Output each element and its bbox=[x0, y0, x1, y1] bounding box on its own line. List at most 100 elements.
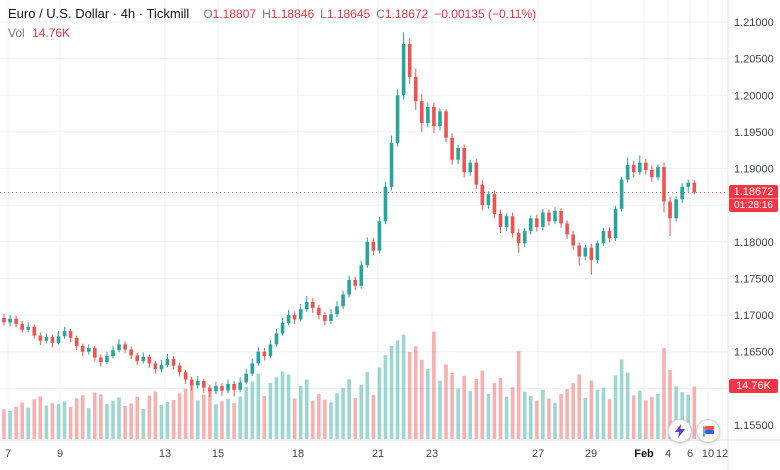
time-tick-label[interactable]: 29 bbox=[585, 448, 597, 460]
candle-body bbox=[165, 359, 170, 365]
candle-body bbox=[202, 381, 206, 388]
legend-row-symbol[interactable]: Euro / U.S. Dollar · 4h · Tickmill O1.188… bbox=[8, 5, 536, 23]
volume-bar bbox=[504, 396, 509, 439]
candle-body bbox=[262, 351, 267, 357]
time-tick-label[interactable]: 18 bbox=[292, 448, 304, 460]
volume-bar bbox=[38, 396, 43, 439]
volume-bar bbox=[20, 402, 24, 439]
flag-icon bbox=[702, 425, 714, 437]
volume-bar bbox=[492, 382, 497, 439]
candle-body bbox=[637, 162, 642, 173]
time-tick-label[interactable]: 13 bbox=[159, 448, 171, 460]
symbol-legend: Euro / U.S. Dollar · 4h · Tickmill O1.188… bbox=[8, 5, 536, 42]
candle-body bbox=[280, 323, 285, 334]
candle-body bbox=[650, 169, 654, 178]
time-tick-label[interactable]: 21 bbox=[372, 448, 384, 460]
volume-bar bbox=[377, 367, 382, 439]
candle-body bbox=[195, 381, 200, 386]
candle-body bbox=[419, 101, 424, 124]
legend-row-volume: Vol 14.76K bbox=[8, 24, 536, 42]
volume-bar bbox=[335, 393, 339, 439]
open-value: 1.18807 bbox=[212, 7, 257, 21]
volume-bar bbox=[510, 387, 515, 439]
volume-axis-badge: 14.76K bbox=[729, 378, 778, 393]
candle-body bbox=[86, 348, 91, 352]
volume-bar bbox=[601, 387, 606, 439]
price-tick-label[interactable]: 1.19500 bbox=[734, 127, 774, 139]
time-tick-label[interactable]: 15 bbox=[212, 448, 224, 460]
volume-bar bbox=[637, 390, 642, 439]
price-tick-label[interactable]: 1.17000 bbox=[734, 310, 774, 322]
volume-bar bbox=[547, 398, 551, 439]
volume-bar bbox=[625, 372, 630, 439]
low-label: L bbox=[320, 7, 327, 21]
time-tick-label[interactable]: 4 bbox=[665, 448, 671, 460]
lightning-fab-button[interactable] bbox=[668, 419, 692, 443]
candle-body bbox=[93, 348, 97, 358]
candle-body bbox=[14, 318, 18, 324]
price-tick-label[interactable]: 1.20500 bbox=[734, 54, 774, 66]
volume-bar bbox=[631, 395, 636, 439]
time-tick-label[interactable]: 12 bbox=[716, 448, 728, 460]
flag-fab-button[interactable] bbox=[696, 419, 720, 443]
candle-body bbox=[462, 148, 466, 173]
volume-bar bbox=[256, 373, 261, 439]
volume-bar bbox=[480, 370, 485, 439]
volume-bar bbox=[159, 404, 164, 439]
volume-bar bbox=[14, 406, 18, 439]
volume-bar bbox=[528, 396, 533, 439]
candle-body bbox=[456, 148, 460, 160]
price-tick-label[interactable]: 1.20000 bbox=[734, 90, 774, 102]
volume-bar bbox=[383, 355, 388, 439]
volume-bar bbox=[607, 399, 612, 439]
time-tick-label[interactable]: 6 bbox=[687, 448, 693, 460]
volume-bar bbox=[2, 409, 6, 439]
time-tick-label[interactable]: 9 bbox=[57, 448, 63, 460]
volume-bar bbox=[680, 392, 684, 439]
candle-body bbox=[123, 344, 127, 350]
time-tick-label[interactable]: Feb bbox=[634, 448, 654, 460]
price-tick-label[interactable]: 1.21000 bbox=[734, 17, 774, 29]
time-tick-label[interactable]: 7 bbox=[5, 448, 11, 460]
bar-countdown: 01:28:16 bbox=[729, 197, 778, 211]
price-tick-label[interactable]: 1.18000 bbox=[734, 237, 774, 249]
volume-bar bbox=[365, 371, 370, 439]
volume-bar bbox=[450, 372, 454, 439]
volume-bar bbox=[553, 402, 557, 439]
candle-body bbox=[26, 326, 31, 330]
volume-bar bbox=[8, 410, 12, 439]
candle-body bbox=[111, 350, 115, 357]
volume-bar bbox=[141, 408, 146, 439]
candle-body bbox=[444, 111, 448, 138]
price-tick-label[interactable]: 1.19000 bbox=[734, 164, 774, 176]
time-tick-label[interactable]: 23 bbox=[426, 448, 438, 460]
volume-bar bbox=[56, 404, 61, 439]
price-tick-label[interactable]: 1.17500 bbox=[734, 273, 774, 285]
volume-bar bbox=[226, 398, 230, 439]
candle-body bbox=[656, 167, 660, 178]
volume-bar bbox=[74, 398, 79, 439]
candle-body bbox=[516, 233, 521, 244]
volume-bar bbox=[117, 397, 121, 439]
volume-bar bbox=[516, 350, 521, 439]
volume-bar bbox=[347, 379, 351, 439]
price-tick-label[interactable]: 1.15500 bbox=[734, 420, 774, 432]
volume-bar bbox=[311, 400, 315, 439]
time-tick-label[interactable]: 10 bbox=[702, 448, 714, 460]
candle-body bbox=[486, 194, 491, 206]
volume-bar bbox=[68, 407, 73, 439]
candle-body bbox=[571, 234, 575, 246]
symbol-title[interactable]: Euro / U.S. Dollar · 4h · Tickmill bbox=[8, 6, 190, 21]
volume-bar bbox=[195, 400, 200, 439]
time-tick-label[interactable]: 27 bbox=[532, 448, 544, 460]
candle-body bbox=[619, 179, 624, 209]
volume-bar bbox=[135, 396, 140, 439]
candle-body bbox=[674, 199, 678, 219]
volume-bar bbox=[208, 390, 212, 439]
volume-label: Vol bbox=[8, 26, 25, 40]
candle-body bbox=[559, 211, 563, 224]
volume-bar bbox=[583, 397, 588, 439]
price-tick-label[interactable]: 1.16500 bbox=[734, 347, 774, 359]
volume-bar bbox=[323, 399, 327, 439]
